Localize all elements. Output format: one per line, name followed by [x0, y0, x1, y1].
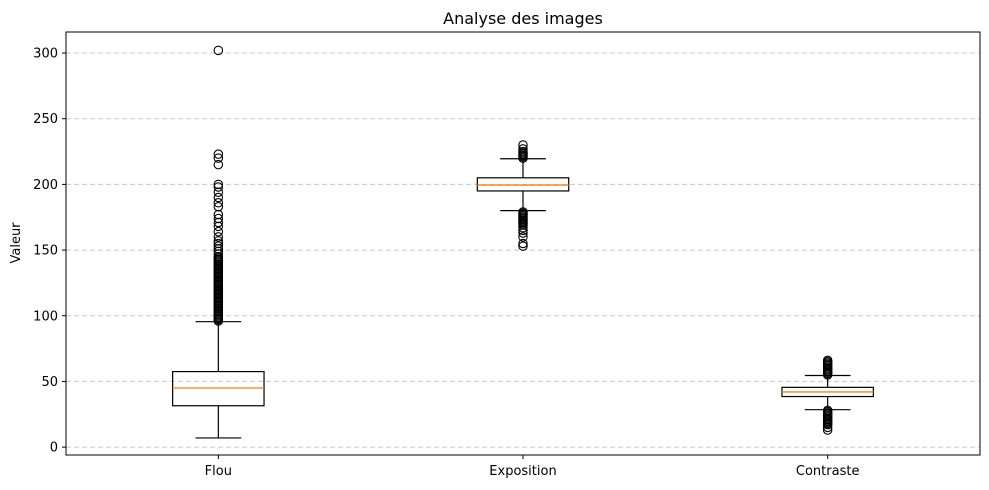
outlier-point	[213, 232, 224, 242]
outlier-point	[518, 140, 528, 150]
y-tick-label: 200	[33, 178, 58, 193]
iqr-box	[172, 370, 265, 407]
outlier-point	[518, 207, 528, 217]
outlier-point	[518, 144, 528, 154]
box-contraste	[781, 355, 874, 435]
x-tick-label: Contraste	[796, 464, 860, 479]
outlier-point	[213, 226, 224, 237]
outlier-point	[213, 236, 224, 246]
y-tick-label: 150	[33, 244, 58, 259]
iqr-box	[476, 177, 570, 192]
outlier-point	[518, 241, 528, 251]
outlier-point	[822, 405, 833, 416]
outlier-point	[518, 238, 528, 249]
y-tick-label: 100	[33, 309, 58, 324]
outlier-point	[213, 45, 224, 56]
outlier-point	[213, 179, 224, 190]
box-exposition	[476, 140, 570, 251]
chart-title: Analyse des images	[443, 9, 603, 28]
y-tick-label: 0	[50, 441, 58, 456]
y-ticks: 0 50 100 150 200 250 300	[33, 47, 66, 456]
y-tick-label: 50	[41, 375, 58, 390]
outlier-point	[213, 238, 224, 249]
y-tick-label: 300	[33, 47, 58, 62]
y-axis-label: Valeur	[9, 222, 24, 264]
outlier-point	[213, 149, 224, 159]
outlier-point	[213, 241, 224, 251]
outlier-point	[518, 232, 528, 242]
outlier-point	[213, 213, 224, 224]
outlier-point	[213, 198, 224, 208]
outlier-point	[213, 159, 224, 170]
outlier-point	[822, 355, 833, 366]
boxes	[172, 45, 874, 439]
x-tick-label: Flou	[205, 464, 232, 479]
outlier-point	[213, 201, 224, 212]
outlier-point	[518, 146, 528, 157]
x-ticks: Flou Exposition Contraste	[205, 455, 860, 479]
x-tick-label: Exposition	[489, 464, 556, 479]
outlier-point	[213, 182, 224, 192]
outlier-point	[213, 153, 224, 163]
y-tick-label: 250	[33, 112, 58, 127]
box-flou	[172, 45, 265, 439]
outlier-point	[213, 192, 224, 203]
